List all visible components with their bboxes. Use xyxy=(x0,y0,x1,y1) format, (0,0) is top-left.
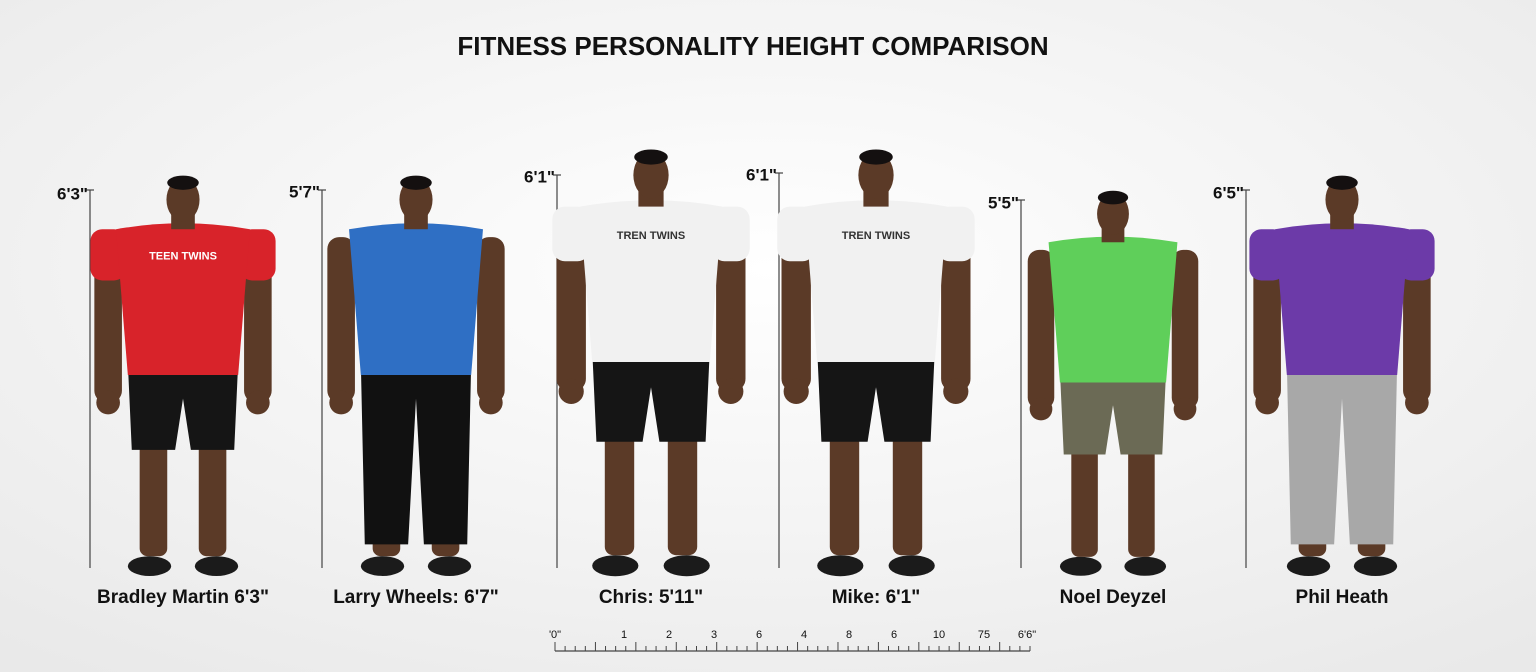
hand xyxy=(96,390,120,415)
height-label: 6'1" xyxy=(746,165,777,184)
caption: Noel Deyzel xyxy=(1060,587,1167,608)
shirt xyxy=(349,223,483,375)
shirt-text: TREN TWINS xyxy=(617,230,685,242)
height-label: 6'1" xyxy=(524,167,555,186)
shirt xyxy=(804,200,948,362)
height-label: 6'3" xyxy=(57,184,88,203)
head xyxy=(1097,193,1129,235)
ruler-label: 4 xyxy=(801,629,807,641)
head xyxy=(858,152,894,199)
shoe xyxy=(127,556,172,576)
hand xyxy=(246,390,270,415)
shoe xyxy=(888,555,935,577)
ruler-label: 6 xyxy=(891,629,897,641)
shoe xyxy=(360,556,405,576)
sleeve xyxy=(936,206,975,262)
shirt-text: TEEN TWINS xyxy=(149,251,217,263)
ruler-label: 8 xyxy=(846,629,852,641)
shirt xyxy=(1275,223,1409,375)
sleeve xyxy=(240,229,276,281)
hand xyxy=(479,390,503,415)
caption: Mike: 6'1" xyxy=(832,587,921,608)
ruler-label: 1 xyxy=(621,629,627,641)
sleeve xyxy=(777,206,816,262)
hand xyxy=(1255,390,1279,415)
head xyxy=(399,178,433,222)
hair xyxy=(1097,190,1129,205)
sleeve xyxy=(552,206,591,262)
arm xyxy=(1027,249,1055,410)
hand xyxy=(1405,390,1429,415)
shoe xyxy=(1353,556,1398,576)
height-label: 6'5" xyxy=(1213,183,1244,202)
hand xyxy=(718,378,744,404)
sleeve xyxy=(1249,229,1285,281)
pants xyxy=(592,349,710,442)
shoe xyxy=(427,556,472,576)
shirt xyxy=(579,200,723,362)
pants xyxy=(127,363,239,450)
hair xyxy=(167,175,199,190)
ruler-label: 6 xyxy=(756,629,762,641)
shoe xyxy=(1059,556,1102,576)
caption: Phil Heath xyxy=(1296,587,1389,608)
sleeve xyxy=(711,206,750,262)
hand xyxy=(943,378,969,404)
caption: Larry Wheels: 6'7" xyxy=(333,587,499,608)
shoe xyxy=(1286,556,1331,576)
arm xyxy=(327,237,355,403)
shoe xyxy=(592,555,639,577)
ruler-label: 10 xyxy=(933,629,945,641)
head xyxy=(633,152,669,199)
pants xyxy=(360,363,472,545)
shirt xyxy=(1048,236,1178,383)
shoe xyxy=(194,556,239,576)
hand xyxy=(329,390,353,415)
hair xyxy=(400,175,432,190)
title: FITNESS PERSONALITY HEIGHT COMPARISON xyxy=(457,31,1048,61)
arm xyxy=(1171,249,1199,410)
ruler-label: 3 xyxy=(711,629,717,641)
height-label: 5'7" xyxy=(289,182,320,201)
head xyxy=(1325,178,1359,222)
shoe xyxy=(1124,556,1167,576)
hair xyxy=(1326,175,1358,190)
caption: Chris: 5'11" xyxy=(599,587,703,608)
hair xyxy=(634,149,668,165)
sleeve xyxy=(90,229,126,281)
pants xyxy=(1286,363,1398,545)
hand xyxy=(558,378,584,404)
arm xyxy=(477,237,505,403)
shirt xyxy=(116,223,250,375)
shoe xyxy=(663,555,710,577)
sleeve xyxy=(1399,229,1435,281)
head xyxy=(166,178,200,222)
pants xyxy=(817,349,935,442)
caption: Bradley Martin 6'3" xyxy=(97,587,269,608)
height-label: 5'5" xyxy=(988,193,1019,212)
shoe xyxy=(817,555,864,577)
pants xyxy=(1059,371,1167,455)
hand xyxy=(783,378,809,404)
ruler-label: '0" xyxy=(549,629,561,641)
hand xyxy=(1029,397,1053,421)
ruler-label: 75 xyxy=(978,629,990,641)
ruler-label: 6'6" xyxy=(1018,629,1036,641)
shirt-text: TREN TWINS xyxy=(842,230,910,242)
hair xyxy=(859,149,893,165)
ruler-label: 2 xyxy=(666,629,672,641)
hand xyxy=(1173,397,1197,421)
